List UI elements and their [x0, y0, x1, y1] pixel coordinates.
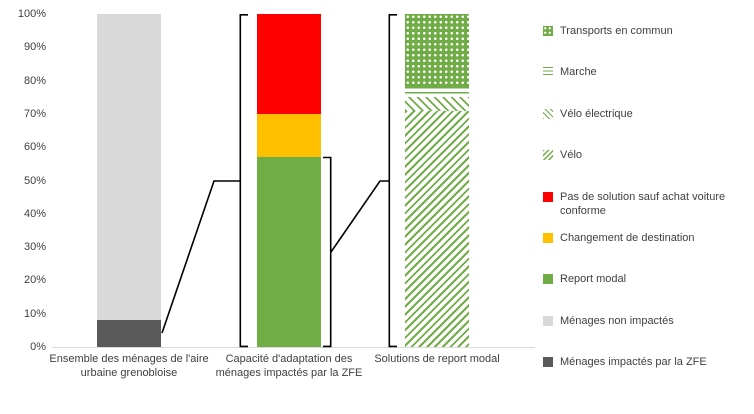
bar-segment	[405, 14, 469, 88]
y-tick-label: 90%	[23, 41, 46, 54]
legend-label: Pas de solution sauf achat voiture confo…	[560, 190, 726, 217]
bar-segment	[405, 110, 469, 347]
legend-swatch	[543, 26, 553, 36]
legend-item: Vélo électrique	[543, 107, 749, 148]
legend-swatch	[543, 108, 553, 119]
bar-capacite-adaptation	[257, 14, 321, 347]
legend-item: Transports en commun	[543, 24, 749, 65]
bar-segment	[257, 14, 321, 114]
x-category-label: Ensemble des ménages de l'aire urbaine g…	[49, 353, 209, 380]
bar-solutions-report-modal	[405, 14, 469, 347]
bar-segment	[97, 14, 161, 321]
bar-segment	[405, 97, 469, 111]
legend-label: Report modal	[560, 273, 627, 286]
legend-label: Vélo	[560, 149, 583, 162]
legend-swatch	[543, 357, 553, 368]
legend-swatch	[543, 315, 553, 326]
legend: Transports en commun Marche Vélo électriqu…	[543, 24, 749, 397]
legend-label: Transports en commun	[560, 25, 673, 37]
y-axis: 0% 10% 20% 30% 40% 50% 60% 70% 80% 90% 100%	[6, 8, 46, 353]
y-tick-label: 60%	[23, 141, 46, 154]
y-tick-label: 70%	[23, 107, 46, 120]
y-tick-label: 20%	[23, 274, 46, 287]
legend-swatch	[543, 191, 553, 202]
bar-segment	[257, 113, 321, 158]
y-tick-label: 50%	[23, 174, 46, 187]
legend-item: Ménages non impactés	[543, 314, 749, 355]
y-tick-label: 0%	[30, 341, 46, 353]
x-axis-line	[52, 347, 535, 348]
bar-ensemble-menages	[97, 14, 161, 347]
legend-item: Vélo	[543, 148, 749, 189]
y-tick-label: 40%	[23, 207, 46, 220]
legend-item: Pas de solution sauf achat voiture confo…	[543, 190, 749, 231]
bar-segment	[405, 87, 469, 98]
y-tick-label: 10%	[23, 307, 46, 320]
legend-item: Report modal	[543, 272, 749, 313]
legend-swatch	[543, 274, 553, 285]
legend-swatch	[543, 67, 553, 78]
legend-swatch	[543, 232, 553, 243]
legend-label: Marche	[560, 66, 597, 79]
y-tick-label: 30%	[23, 241, 46, 254]
y-tick-label: 100%	[17, 8, 46, 20]
legend-item: Ménages impactés par la ZFE	[543, 355, 749, 396]
legend-item: Changement de destination	[543, 231, 749, 272]
bar-segment	[257, 157, 321, 347]
bar-segment	[97, 320, 161, 347]
legend-item: Marche	[543, 65, 749, 106]
legend-label: Ménages impactés par la ZFE	[560, 356, 707, 369]
legend-label: Changement de destination	[560, 231, 695, 244]
legend-swatch	[543, 150, 553, 161]
legend-label: Ménages non impactés	[560, 314, 674, 327]
y-tick-label: 80%	[23, 74, 46, 87]
legend-label: Vélo électrique	[560, 107, 633, 120]
x-category-label: Solutions de report modal	[374, 353, 500, 365]
x-category-label: Capacité d'adaptation des ménages impact…	[215, 353, 363, 380]
